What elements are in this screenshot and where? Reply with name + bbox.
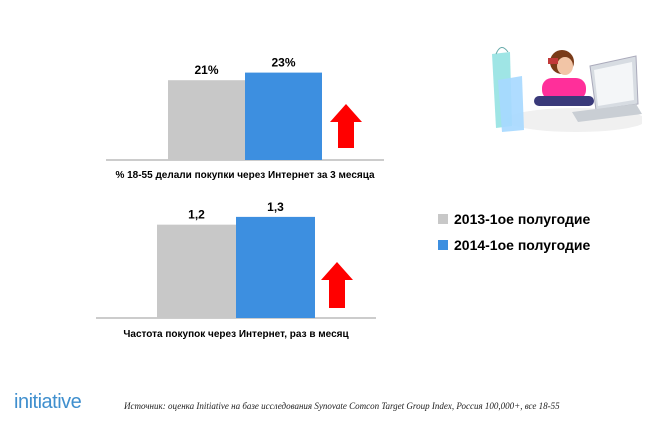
chart1-up-arrow-icon	[330, 104, 362, 148]
chart2-value-label-2014: 1,3	[267, 200, 284, 214]
legend-swatch-2014	[438, 240, 448, 250]
chart1-bar-2013	[168, 80, 245, 160]
source-note: Источник: оценка Initiative на базе иссл…	[124, 401, 560, 411]
chart1-bar-2014	[245, 72, 322, 160]
chart1-xlabel: % 18-55 делали покупки через Интернет за…	[115, 170, 375, 181]
chart2-xlabel: Частота покупок через Интернет, раз в ме…	[123, 329, 349, 340]
legend-label-2014: 2014-1ое полугодие	[454, 237, 591, 253]
chart2-value-label-2013: 1,2	[188, 208, 205, 222]
chart2-bar-2013	[157, 224, 236, 318]
chart2-up-arrow-icon	[321, 262, 353, 308]
initiative-logo: initiative	[14, 391, 82, 413]
chart1-value-label-2014: 23%	[271, 56, 295, 70]
legend-swatch-2013	[438, 214, 448, 224]
online-shopping-photo	[486, 40, 642, 136]
legend-item-2014: 2014-1ое полугодие	[438, 232, 590, 258]
legend-label-2013: 2013-1ое полугодие	[454, 211, 591, 227]
chart-online-buyers: % 18-55 делали покупки через Интернет за…	[106, 56, 384, 181]
chart2-bar-2014	[236, 216, 315, 318]
chart-purchase-frequency: Частота покупок через Интернет, раз в ме…	[96, 200, 376, 340]
chart1-value-label-2013: 21%	[194, 63, 218, 77]
legend-item-2013: 2013-1ое полугодие	[438, 206, 590, 232]
legend: 2013-1ое полугодие 2014-1ое полугодие	[438, 206, 590, 258]
